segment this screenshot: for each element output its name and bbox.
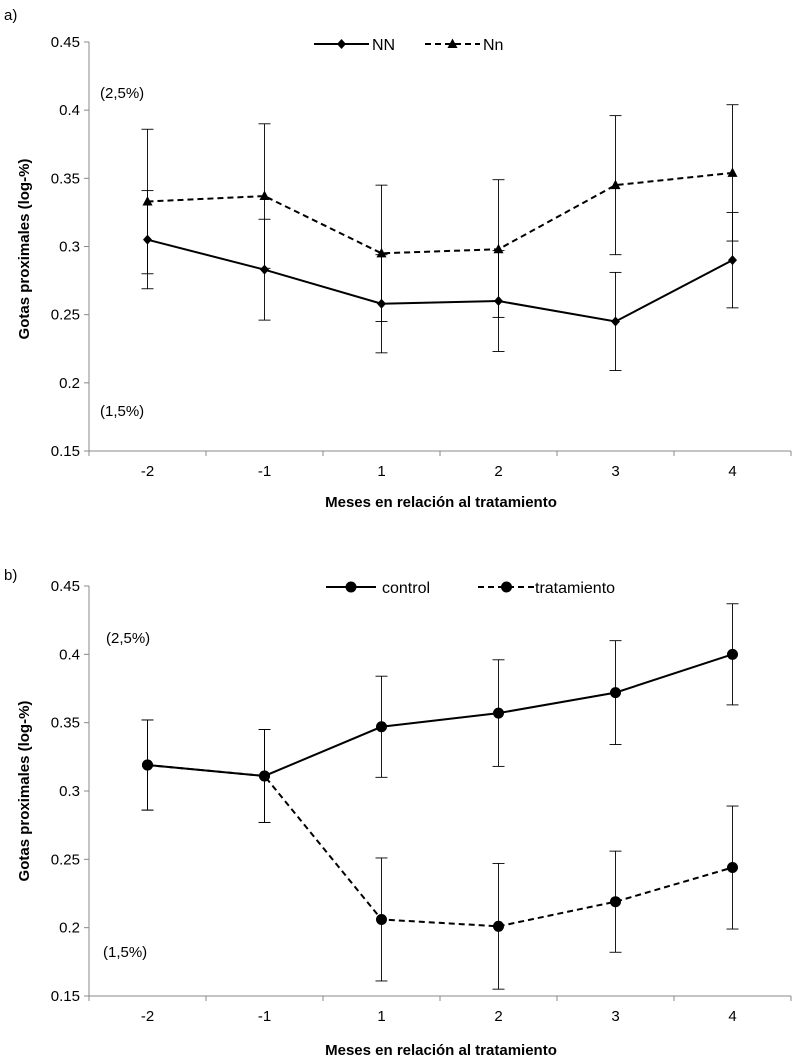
legend-marker-control [345, 581, 357, 593]
x-tick-label: 4 [728, 463, 736, 480]
data-point-nn [611, 316, 620, 327]
x-axis-label: Meses en relación al tratamiento [325, 494, 557, 511]
chart-panel-a: a) (2,5%) (1,5%) Meses en relación al tr… [4, 7, 792, 511]
y-tick-label: 0.45 [51, 34, 80, 51]
data-point-tratamiento [493, 920, 504, 932]
y-tick-label: 0.3 [59, 239, 80, 256]
y-axis-label: Gotas proximales (log-%) [16, 701, 33, 882]
y-tick-label: 0.4 [59, 102, 80, 119]
data-marks [141, 104, 739, 372]
chart-panel-b: b) (2,5%) (1,5%) Meses en relación al tr… [4, 567, 792, 1059]
x-tick-label: -1 [258, 463, 271, 480]
annotation-upper: (2,5%) [106, 630, 150, 647]
legend: NN Nn [314, 37, 503, 54]
series-line-tratamiento [147, 764, 733, 928]
data-point-control [727, 648, 738, 660]
data-point-nn [493, 243, 504, 254]
data-point-nn [260, 264, 269, 275]
y-tick-label: 0.35 [51, 170, 80, 187]
x-axis-label: Meses en relación al tratamiento [325, 1042, 557, 1059]
x-tick-label: 3 [611, 1008, 619, 1025]
y-tick-label: 0.4 [59, 646, 80, 663]
legend: control tratamiento [326, 580, 615, 597]
series-line-control [147, 653, 733, 777]
data-point-control [376, 721, 387, 733]
legend-label-nn: NN [372, 37, 395, 54]
x-tick-label: 3 [611, 463, 619, 480]
y-tick-label: 0.15 [51, 443, 80, 460]
data-point-control [610, 687, 621, 699]
y-tick-label: 0.45 [51, 578, 80, 595]
data-point-nn [259, 190, 270, 201]
y-tick-label: 0.25 [51, 307, 80, 324]
x-tick-label: 1 [377, 1008, 385, 1025]
legend-marker-nn [337, 39, 346, 49]
y-axis-label: Gotas proximales (log-%) [16, 159, 33, 340]
series-line-nn [147, 171, 733, 255]
legend-marker-nn [447, 38, 458, 48]
y-tick-label: 0.2 [59, 920, 80, 937]
data-point-nn [142, 196, 153, 206]
data-point-nn [376, 247, 387, 258]
x-tick-label: 2 [494, 463, 502, 480]
panel-label: b) [4, 567, 17, 584]
series-line-nn [147, 238, 733, 323]
x-tick-label: -1 [258, 1008, 271, 1025]
data-point-nn [610, 179, 621, 190]
data-point-tratamiento [376, 913, 387, 925]
annotation-lower: (1,5%) [103, 944, 147, 961]
legend-label-nn: Nn [483, 37, 503, 54]
data-point-nn [728, 255, 737, 266]
y-tick-label: 0.3 [59, 783, 80, 800]
x-tick-label: -2 [141, 463, 154, 480]
panel-label: a) [4, 7, 17, 24]
y-tick-label: 0.25 [51, 851, 80, 868]
data-point-control [493, 707, 504, 719]
y-tick-label: 0.2 [59, 375, 80, 392]
data-point-tratamiento [142, 759, 153, 771]
axes: 0.15 0.2 0.25 0.3 0.35 0.4 0.45 -2 -1 1 2 3 4 [51, 34, 792, 480]
annotation-upper: (2,5%) [100, 85, 144, 102]
data-point-tratamiento [610, 896, 621, 908]
legend-label-control: control [382, 580, 430, 597]
data-point-tratamiento [259, 770, 270, 782]
x-tick-label: -2 [141, 1008, 154, 1025]
y-tick-label: 0.35 [51, 715, 80, 732]
axes: 0.15 0.2 0.25 0.3 0.35 0.4 0.45 -2 -1 1 2 3 4 [51, 578, 792, 1025]
data-point-tratamiento [727, 862, 738, 874]
y-tick-label: 0.15 [51, 988, 80, 1005]
x-tick-label: 1 [377, 463, 385, 480]
annotation-lower: (1,5%) [100, 403, 144, 420]
x-tick-label: 2 [494, 1008, 502, 1025]
data-point-nn [727, 167, 738, 177]
x-tick-label: 4 [728, 1008, 736, 1025]
legend-label-tratamiento: tratamiento [535, 580, 615, 597]
data-marks [141, 603, 739, 990]
legend-marker-tratamiento [501, 581, 512, 593]
